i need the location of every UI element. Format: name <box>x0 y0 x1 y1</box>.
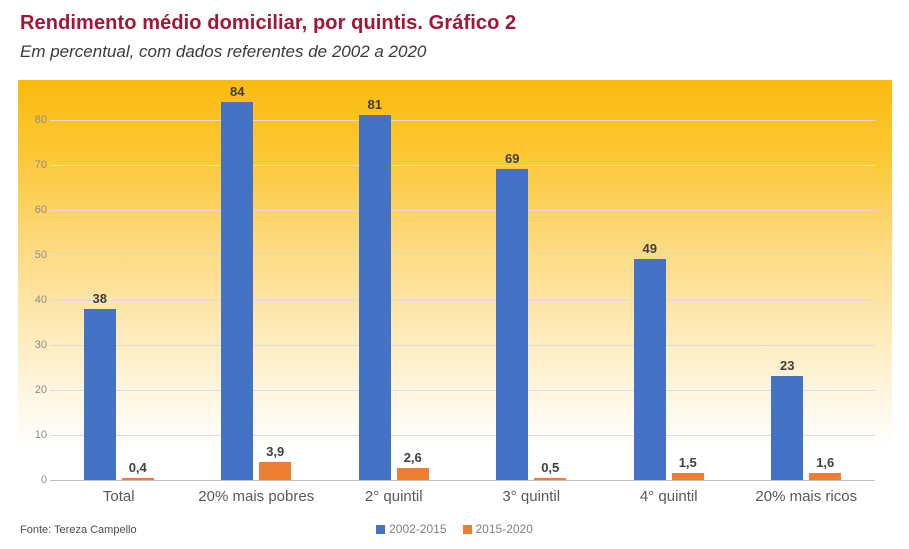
bar-2015-2020-5 <box>671 473 704 480</box>
bar-2015-2020-1 <box>121 478 154 480</box>
x-axis-label-2: 20% mais pobres <box>198 488 315 505</box>
bar-group-4: 69 0,5 <box>463 80 601 480</box>
bar-group-1: 38 0,4 <box>50 80 188 480</box>
bar-col-2002-2015-5: 49 <box>633 241 666 480</box>
bar-col-2015-2020-5: 1,5 <box>671 455 704 480</box>
bar-group-6: 23 1,6 <box>738 80 876 480</box>
x-axis-label-5: 4° quintil <box>639 488 698 505</box>
gridlines <box>50 80 875 481</box>
bar-value-label-2015-2020-4: 0,5 <box>541 459 560 475</box>
bar-col-2002-2015-4: 69 <box>496 151 529 480</box>
bar-2015-2020-2 <box>259 462 292 480</box>
gridline-10 <box>50 434 875 436</box>
chart-subtitle: Em percentual, com dados referentes de 2… <box>20 42 427 61</box>
y-axis-tick-10: 10 <box>34 428 47 441</box>
bar-col-2002-2015-1: 38 <box>83 290 116 480</box>
bar-2002-2015-5 <box>633 259 666 480</box>
y-axis-tick-80: 80 <box>34 113 47 126</box>
bar-2015-2020-3 <box>396 468 429 480</box>
bar-2002-2015-4 <box>496 169 529 480</box>
bar-col-2015-2020-3: 2,6 <box>396 450 429 480</box>
legend: 2002-2015 2015-2020 <box>0 522 909 536</box>
bar-value-label-2015-2020-2: 3,9 <box>266 444 285 460</box>
bar-2002-2015-2 <box>221 101 254 480</box>
bar-value-label-2015-2020-3: 2,6 <box>403 450 422 466</box>
x-axis-label-3: 2° quintil <box>364 488 423 505</box>
bar-2002-2015-1 <box>83 308 116 480</box>
bar-value-label-2015-2020-6: 1,6 <box>816 454 835 470</box>
bar-value-label-2002-2015-3: 81 <box>367 97 382 113</box>
y-axis-tick-0: 0 <box>40 474 47 486</box>
bar-col-2015-2020-2: 3,9 <box>259 444 292 480</box>
legend-item-2002-2015: 2002-2015 <box>376 522 447 536</box>
bar-value-label-2002-2015-2: 84 <box>230 83 245 99</box>
legend-swatch-2015-2020-icon <box>462 524 472 534</box>
gridline-40 <box>50 299 875 301</box>
gridline-80 <box>50 119 875 121</box>
legend-label-2015-2020: 2015-2020 <box>475 522 533 536</box>
bar-2002-2015-6 <box>771 376 804 480</box>
gridline-20 <box>50 389 875 391</box>
bar-value-label-2002-2015-1: 38 <box>92 290 107 306</box>
bar-col-2015-2020-6: 1,6 <box>809 454 842 480</box>
bar-group-2: 84 3,9 <box>188 80 326 480</box>
bar-2002-2015-3 <box>358 115 391 480</box>
gridline-50 <box>50 254 875 256</box>
bar-2015-2020-6 <box>809 472 842 480</box>
legend-item-2015-2020: 2015-2020 <box>462 522 533 536</box>
y-axis-tick-40: 40 <box>34 293 47 306</box>
bar-col-2002-2015-6: 23 <box>771 358 804 480</box>
bar-group-3: 81 2,6 <box>325 80 463 480</box>
bar-value-label-2002-2015-6: 23 <box>780 358 795 374</box>
y-axis-tick-50: 50 <box>34 248 47 261</box>
y-axis-tick-20: 20 <box>34 383 47 396</box>
x-axis-labels: Total 20% mais pobres 2° quintil 3° quintil… <box>50 488 875 508</box>
y-axis-tick-30: 30 <box>34 338 47 351</box>
bar-col-2015-2020-4: 0,5 <box>534 459 567 480</box>
gridline-70 <box>50 164 875 166</box>
bar-value-label-2002-2015-4: 69 <box>505 151 520 167</box>
gridline-30 <box>50 344 875 346</box>
x-axis-label-6: 20% mais ricos <box>755 488 858 505</box>
y-axis-tick-60: 60 <box>34 203 47 216</box>
legend-swatch-2002-2015-icon <box>376 524 386 534</box>
chart-panel: 0 10 20 30 40 50 60 70 80 38 0,4 84 3,9 81 2,6 69 0,5 49… <box>18 80 892 486</box>
chart-title: Rendimento médio domiciliar, por quintis… <box>20 12 517 34</box>
bar-col-2002-2015-3: 81 <box>358 97 391 480</box>
legend-label-2002-2015: 2002-2015 <box>389 522 447 536</box>
bar-col-2002-2015-2: 84 <box>221 83 254 480</box>
bar-col-2015-2020-1: 0,4 <box>121 460 154 480</box>
bar-group-5: 49 1,5 <box>600 80 738 480</box>
bar-value-label-2002-2015-5: 49 <box>642 241 657 257</box>
x-axis-label-4: 3° quintil <box>502 488 561 505</box>
bar-value-label-2015-2020-5: 1,5 <box>678 455 697 471</box>
bar-value-label-2015-2020-1: 0,4 <box>128 460 147 476</box>
bar-2015-2020-4 <box>534 477 567 480</box>
x-axis-label-1: Total <box>102 488 135 505</box>
gridline-60 <box>50 209 875 211</box>
y-axis: 0 10 20 30 40 50 60 70 80 <box>18 80 48 486</box>
y-axis-tick-70: 70 <box>34 158 47 171</box>
plot-area: 38 0,4 84 3,9 81 2,6 69 0,5 49 1,5 23 1,6 <box>50 80 875 481</box>
source-note: Fonte: Tereza Campello <box>20 524 137 536</box>
